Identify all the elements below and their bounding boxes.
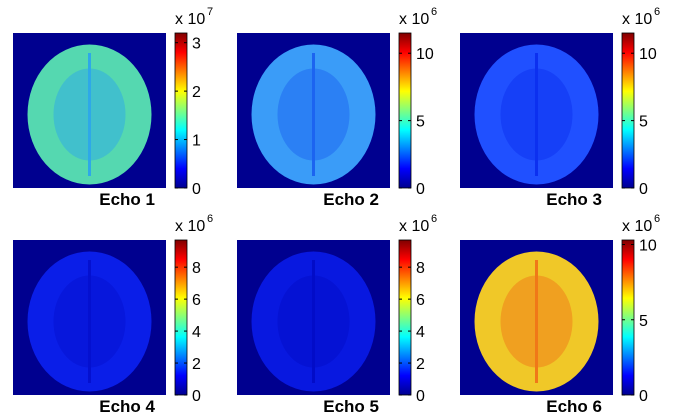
colorbar-tick-label: 0 (639, 181, 648, 198)
colorbar-tick-label: 0 (192, 388, 201, 405)
scale-exponent: 7 (207, 6, 213, 18)
colorbar-tick-label: 4 (192, 324, 201, 341)
panel-label: Echo 6 (546, 397, 602, 412)
panel-label: Echo 5 (323, 397, 379, 412)
scale-exponent: 6 (654, 213, 660, 225)
scale-base: x 10 (622, 218, 652, 235)
scale-exponent: 6 (654, 6, 660, 18)
scale-base: x 10 (622, 11, 652, 28)
scale-base: x 10 (175, 218, 205, 235)
colorbar-tick-label: 2 (192, 356, 201, 373)
colorbar-tick-label: 10 (416, 46, 434, 63)
colorbar (174, 32, 188, 189)
scale-base: x 10 (175, 11, 205, 28)
panel-label: Echo 2 (323, 190, 379, 209)
scale-exponent: 6 (431, 213, 437, 225)
colorbar-tick-label: 5 (639, 313, 648, 330)
scale-base: x 10 (399, 218, 429, 235)
colorbar-tick-label: 8 (192, 260, 201, 277)
colorbar-tick-label: 0 (192, 181, 201, 198)
panel: 0 1 2 3 x 10 7 Echo 1 (13, 6, 213, 209)
colorbar-tick-label: 2 (192, 84, 201, 101)
colorbar (398, 32, 412, 189)
colorbar-tick-label: 10 (639, 238, 657, 255)
colorbar-tick-label: 6 (416, 292, 425, 309)
colorbar-tick-label: 8 (416, 260, 425, 277)
panel-label: Echo 4 (99, 397, 155, 412)
colorbar (621, 32, 635, 189)
colorbar (621, 239, 635, 396)
colorbar-tick-label: 0 (416, 181, 425, 198)
panel: 0 5 10 x 10 6 Echo 6 (460, 213, 660, 412)
colorbar-tick-label: 0 (639, 388, 648, 405)
colorbar (174, 239, 188, 396)
colorbar-tick-label: 6 (192, 292, 201, 309)
colorbar-tick-label: 0 (416, 388, 425, 405)
colorbar (398, 239, 412, 396)
scale-base: x 10 (399, 11, 429, 28)
panel: 0 5 10 x 10 6 Echo 2 (237, 6, 437, 209)
colorbar-tick-label: 10 (639, 46, 657, 63)
colorbar-tick-label: 4 (416, 324, 425, 341)
colorbar-tick-label: 3 (192, 36, 201, 53)
panel-label: Echo 3 (546, 190, 602, 209)
scale-exponent: 6 (207, 213, 213, 225)
panel: 0 5 10 x 10 6 Echo 3 (460, 6, 660, 209)
colorbar-tick-label: 5 (639, 114, 648, 131)
colorbar-tick-label: 2 (416, 356, 425, 373)
panel-label: Echo 1 (99, 190, 155, 209)
colorbar-tick-label: 5 (416, 114, 425, 131)
scale-exponent: 6 (431, 6, 437, 18)
colorbar-tick-label: 1 (192, 133, 201, 150)
